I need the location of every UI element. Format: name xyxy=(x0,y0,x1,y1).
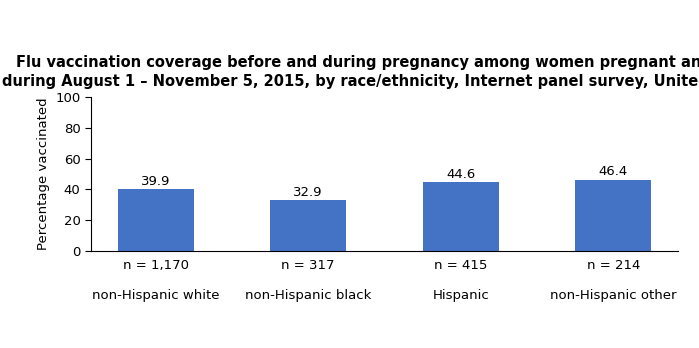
Y-axis label: Percentage vaccinated: Percentage vaccinated xyxy=(36,98,50,250)
Text: 46.4: 46.4 xyxy=(598,165,628,178)
Bar xyxy=(575,180,651,251)
Text: 44.6: 44.6 xyxy=(446,168,475,181)
Bar xyxy=(423,182,499,251)
Bar xyxy=(270,200,346,251)
Bar xyxy=(117,189,194,251)
Text: 32.9: 32.9 xyxy=(294,186,323,199)
Text: 39.9: 39.9 xyxy=(141,175,171,188)
Title: Flu vaccination coverage before and during pregnancy among women pregnant any ti: Flu vaccination coverage before and duri… xyxy=(2,55,699,89)
